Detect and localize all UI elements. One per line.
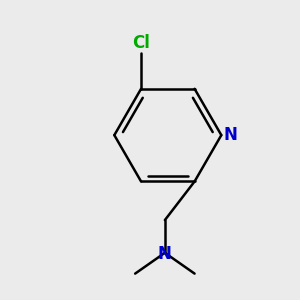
Text: N: N — [158, 245, 172, 263]
Text: N: N — [224, 126, 238, 144]
Text: Cl: Cl — [132, 34, 150, 52]
